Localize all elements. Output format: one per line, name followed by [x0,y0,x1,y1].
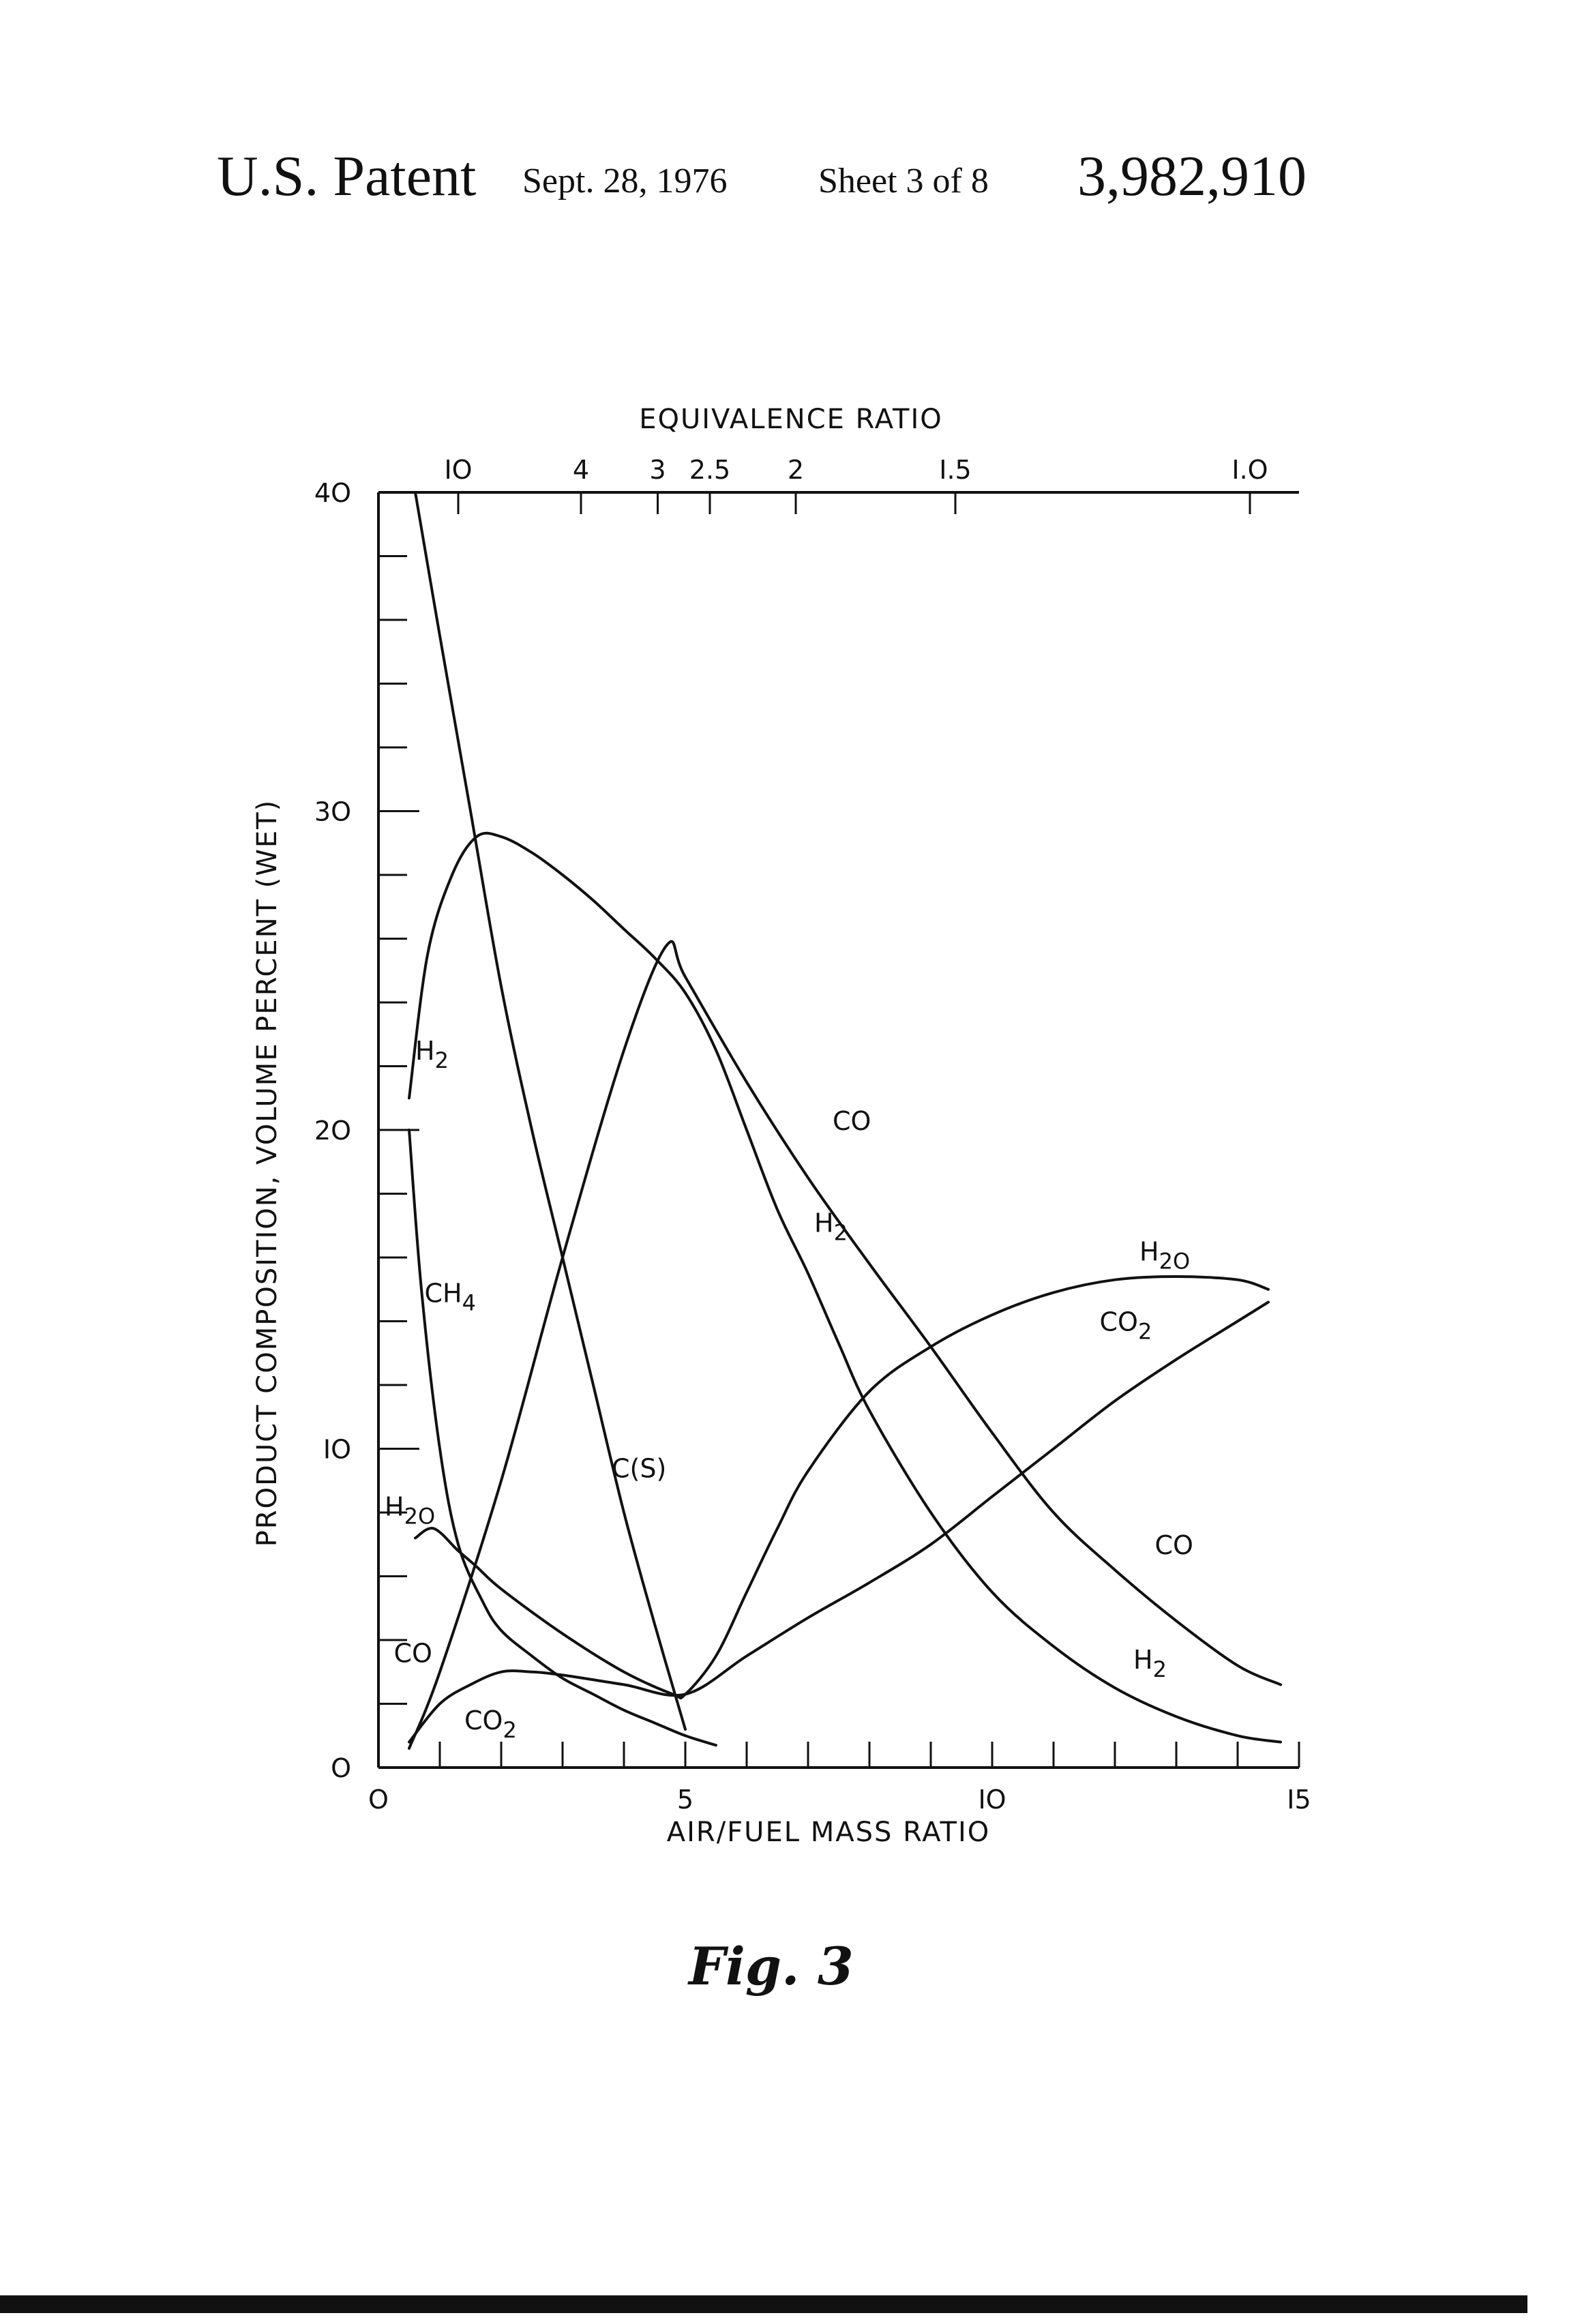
series-label-h2o: H2O [385,1492,435,1530]
bottom-rule [0,2295,1527,2313]
series-label-co: CO [1155,1530,1193,1560]
series-line-ch4 [409,1130,716,1745]
series-label-h2: H2 [415,1036,449,1073]
series-label-h2: H2 [1133,1645,1167,1682]
top-tick-label: IO [444,455,472,485]
top-tick-label: 2 [788,455,804,485]
series-label-h2o: H2O [1139,1237,1190,1275]
y-tick-label: 4O [314,478,351,508]
top-tick-label: I.5 [939,455,971,485]
x-tick-label: IO [978,1785,1006,1815]
top-tick-label: I.O [1232,455,1268,485]
series-label-co2: CO2 [464,1705,517,1743]
top-axis-title: EQUIVALENCE RATIO [639,404,943,435]
series-line-co [409,942,1281,1748]
figure-label: Fig. 3 [687,1936,854,1997]
x-tick-label: 5 [677,1785,693,1815]
series-label-ch4: CH4 [425,1278,476,1315]
top-tick-label: 3 [649,455,666,485]
y-tick-label: 3O [314,797,351,827]
top-tick-label: 2.5 [689,455,730,485]
x-tick-label: I5 [1287,1785,1311,1815]
x-axis-title: AIR/FUEL MASS RATIO [667,1817,991,1848]
x-tick-label: O [368,1785,389,1815]
series-label-co: CO [394,1639,432,1669]
series-label-co: CO [833,1106,871,1136]
series-label-co2: CO2 [1100,1307,1152,1345]
figure-caption: Fig. 3 [682,1930,900,2012]
y-tick-label: 2O [314,1116,351,1146]
series-label-c-s: C(S) [612,1454,666,1484]
series-line-c-s [415,492,685,1729]
series-line-co2 [409,1302,1268,1742]
series-label-h2: H2 [814,1208,848,1246]
y-tick-label: IO [323,1435,351,1465]
y-tick-label: O [331,1753,351,1783]
y-axis-title: PRODUCT COMPOSITION, VOLUME PERCENT (WET… [252,799,283,1547]
top-tick-label: 4 [573,455,589,485]
series-line-h2 [409,833,1281,1742]
